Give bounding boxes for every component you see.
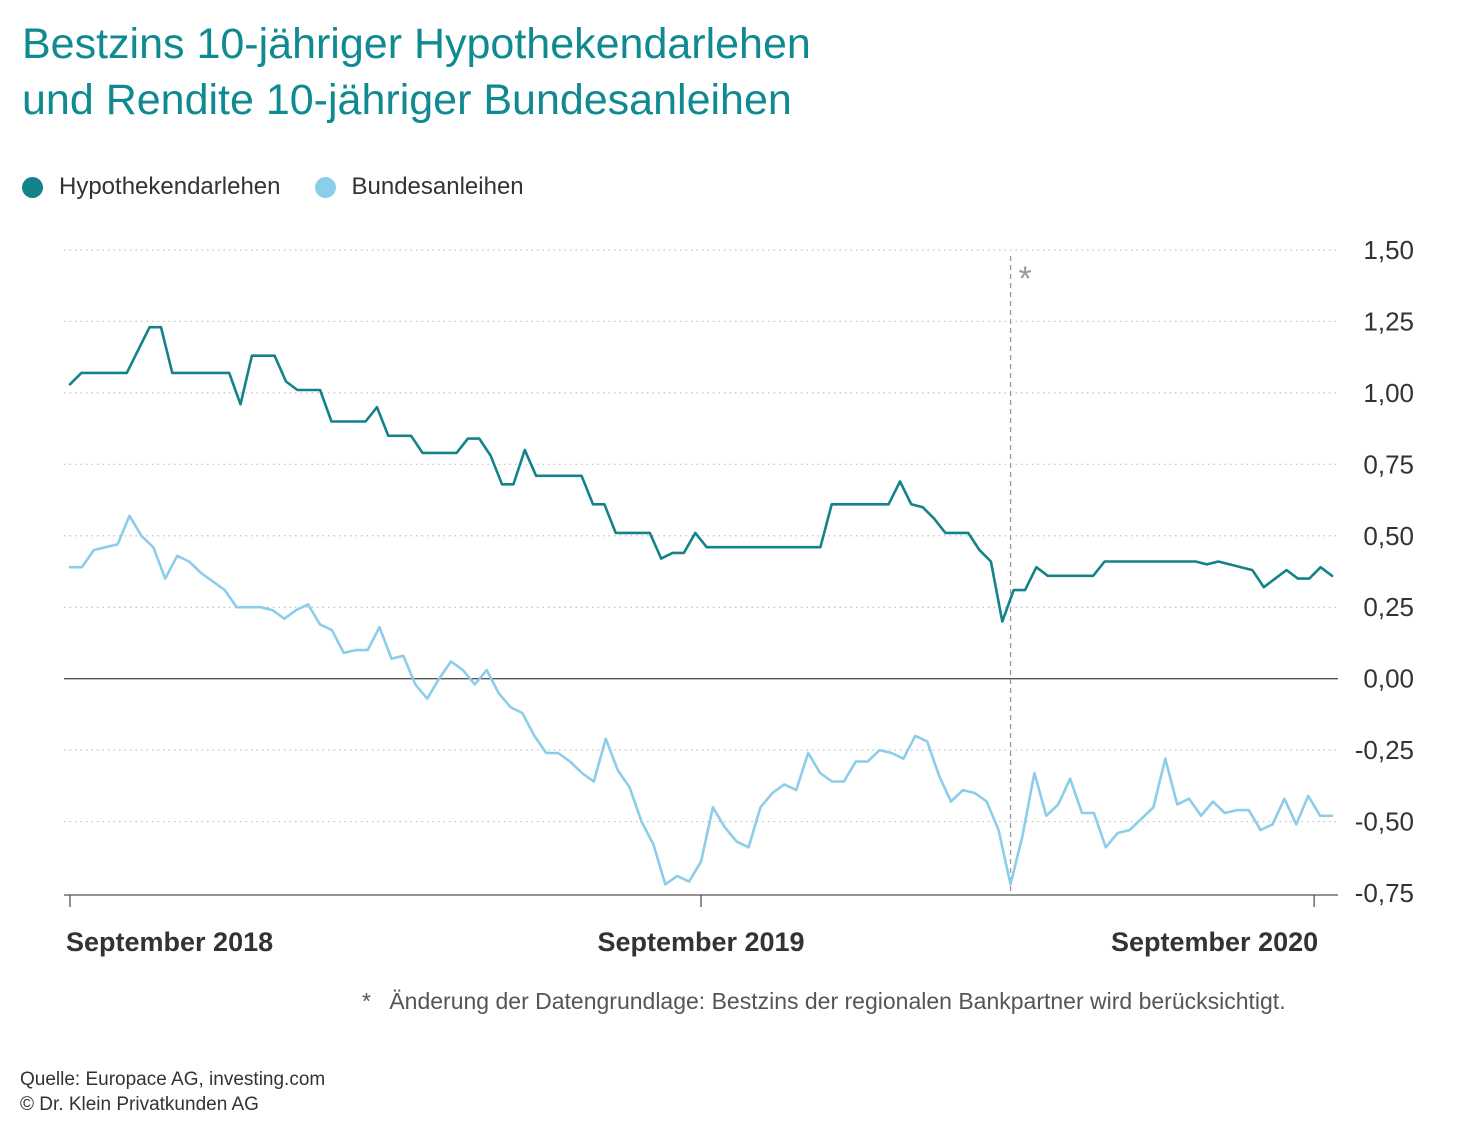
chart-title-line-1: Bestzins 10-jähriger Hypothekendarlehen (22, 20, 811, 68)
legend-dot-hypothekendarlehen (22, 176, 43, 198)
footnote-symbol: * (362, 988, 371, 1014)
x-tick-label: September 2019 (597, 927, 804, 957)
source-credits: Quelle: Europace AG, investing.com © Dr.… (20, 1067, 325, 1117)
legend: Hypothekendarlehen Bundesanleihen (22, 170, 558, 204)
y-tick-label: -0,75 (1355, 878, 1414, 908)
y-tick-label: 1,50 (1363, 235, 1414, 265)
copyright-line: © Dr. Klein Privatkunden AG (20, 1094, 259, 1115)
legend-item-bundesanleihen[interactable]: Bundesanleihen (314, 173, 524, 201)
legend-label-hypothekendarlehen: Hypothekendarlehen (59, 173, 281, 200)
annotation-asterisk: * (1019, 260, 1032, 298)
source-line: Quelle: Europace AG, investing.com (20, 1069, 326, 1090)
series-line-hypothekendarlehen (68, 325, 1334, 623)
y-tick-label: 0,00 (1363, 664, 1414, 694)
legend-item-hypothekendarlehen[interactable]: Hypothekendarlehen (22, 173, 281, 201)
chart-title: Bestzins 10-jähriger Hypothekendarlehen … (22, 16, 1442, 128)
y-tick-label: -0,25 (1355, 735, 1414, 765)
y-tick-label: 0,75 (1363, 449, 1414, 479)
legend-dot-bundesanleihen (314, 176, 336, 198)
x-tick-label: September 2018 (66, 927, 273, 957)
y-tick-label: -0,50 (1355, 807, 1414, 837)
y-tick-label: 1,25 (1363, 306, 1414, 336)
chart-title-line-2: und Rendite 10-jähriger Bundesanleihen (22, 76, 792, 124)
y-tick-label: 1,00 (1363, 378, 1414, 408)
series-line-bundesanleihen (68, 514, 1334, 886)
y-tick-label: 0,25 (1363, 592, 1414, 622)
x-tick-label: September 2020 (1111, 927, 1318, 957)
footnote-text: Änderung der Datengrundlage: Bestzins de… (389, 988, 1286, 1014)
y-tick-label: 0,50 (1363, 521, 1414, 551)
footnote: * Änderung der Datengrundlage: Bestzins … (362, 988, 1286, 1015)
legend-label-bundesanleihen: Bundesanleihen (351, 173, 524, 200)
